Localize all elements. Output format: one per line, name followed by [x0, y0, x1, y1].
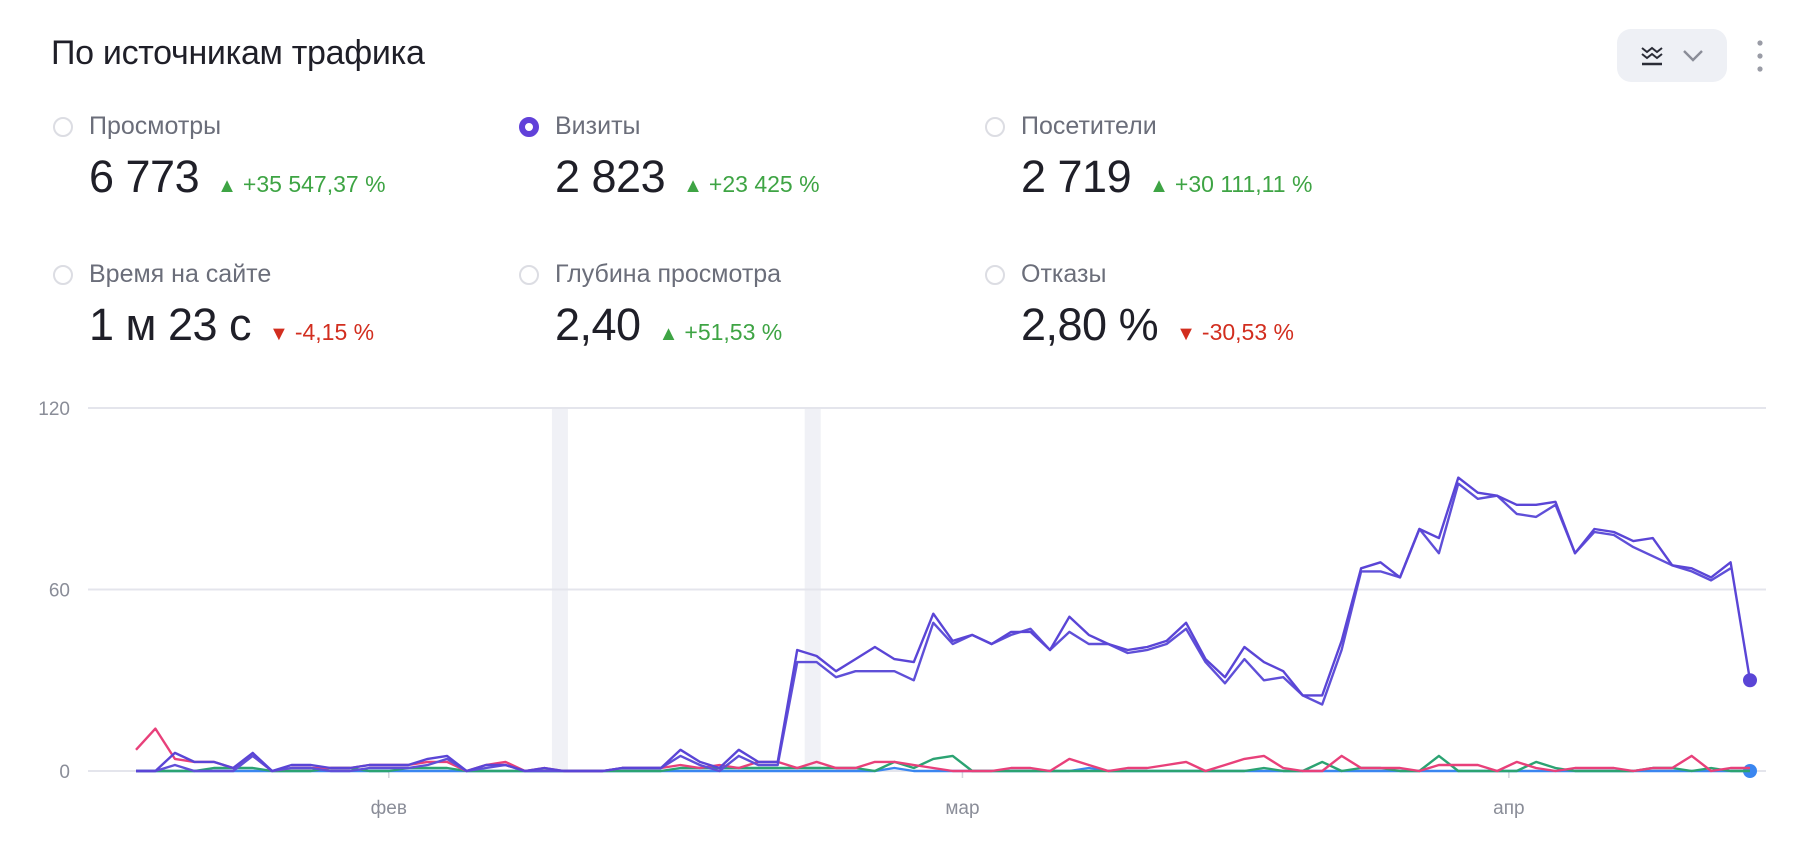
metric-value: 2 823 [555, 151, 666, 202]
chart-view-button[interactable] [1617, 29, 1727, 82]
metric-value: 2 719 [1021, 151, 1132, 202]
x-tick-label: апр [1493, 798, 1524, 819]
metric-delta-value: +51,53 % [684, 319, 783, 345]
series-line [136, 476, 1752, 773]
metric-card: Посетители 2 719 ▲ +30 111,11 % [985, 112, 1312, 203]
metric-toggle[interactable]: Время на сайте [53, 260, 374, 289]
triangle-up-icon: ▲ [1149, 175, 1169, 197]
metric-radio[interactable] [53, 116, 73, 137]
metric-toggle[interactable]: Посетители [985, 112, 1312, 141]
x-tick-label: мар [945, 798, 979, 819]
triangle-up-icon: ▲ [658, 323, 679, 345]
metric-value: 2,40 [555, 299, 641, 350]
widget-title: По источникам трафика [51, 34, 425, 72]
y-tick-label: 0 [59, 762, 70, 783]
metric-radio[interactable] [519, 264, 539, 285]
triangle-down-icon: ▼ [269, 323, 289, 345]
metric-card: Глубина просмотра 2,40 ▲ +51,53 % [519, 260, 783, 351]
metric-toggle[interactable]: Просмотры [53, 112, 386, 141]
metric-card: Отказы 2,80 % ▼ -30,53 % [985, 260, 1294, 351]
triangle-down-icon: ▼ [1176, 323, 1196, 345]
metric-delta-value: -4,15 % [294, 319, 375, 345]
metric-toggle[interactable]: Визиты [519, 112, 820, 141]
metric-delta-value: -30,53 % [1201, 319, 1294, 345]
more-vertical-icon[interactable] [1752, 38, 1768, 74]
metric-radio[interactable] [53, 264, 73, 285]
metric-value: 6 773 [89, 151, 200, 202]
chevron-down-icon [1683, 49, 1703, 62]
metric-delta: ▼ -4,15 % [269, 319, 374, 346]
metric-value: 1 м 23 с [89, 299, 252, 350]
metric-delta: ▲ +35 547,37 % [217, 171, 385, 198]
metric-delta: ▲ +51,53 % [659, 319, 783, 346]
metric-delta-value: +30 111,11 % [1174, 171, 1313, 197]
metric-toggle[interactable]: Отказы [985, 260, 1294, 289]
x-tick-label: фев [371, 798, 407, 819]
series-line [136, 482, 1732, 773]
metric-radio[interactable] [985, 116, 1005, 137]
metric-card: Визиты 2 823 ▲ +23 425 % [519, 112, 820, 203]
triangle-up-icon: ▲ [683, 175, 703, 197]
triangle-up-icon: ▲ [217, 175, 237, 197]
metric-value: 2,80 % [1021, 299, 1159, 350]
metric-label: Визиты [555, 112, 641, 140]
metric-radio[interactable] [519, 116, 539, 137]
metric-radio[interactable] [985, 264, 1005, 285]
series-end-point [1743, 673, 1757, 688]
y-tick-label: 60 [49, 581, 70, 602]
metric-card: Время на сайте 1 м 23 с ▼ -4,15 % [53, 260, 374, 351]
metric-label: Просмотры [89, 112, 222, 140]
y-tick-label: 120 [38, 399, 70, 420]
metric-toggle[interactable]: Глубина просмотра [519, 260, 782, 289]
metric-label: Время на сайте [89, 260, 272, 288]
metric-card: Просмотры 6 773 ▲ +35 547,37 % [53, 112, 386, 203]
metric-label: Глубина просмотра [555, 260, 782, 288]
metric-delta-value: +35 547,37 % [242, 171, 386, 197]
metric-delta: ▲ +30 111,11 % [1149, 171, 1312, 198]
chart-stack-icon [1641, 46, 1663, 65]
metric-delta-value: +23 425 % [708, 171, 820, 197]
metric-label: Посетители [1021, 112, 1157, 140]
metric-delta: ▲ +23 425 % [683, 171, 819, 198]
metric-label: Отказы [1021, 260, 1107, 288]
metric-delta: ▼ -30,53 % [1176, 319, 1294, 346]
